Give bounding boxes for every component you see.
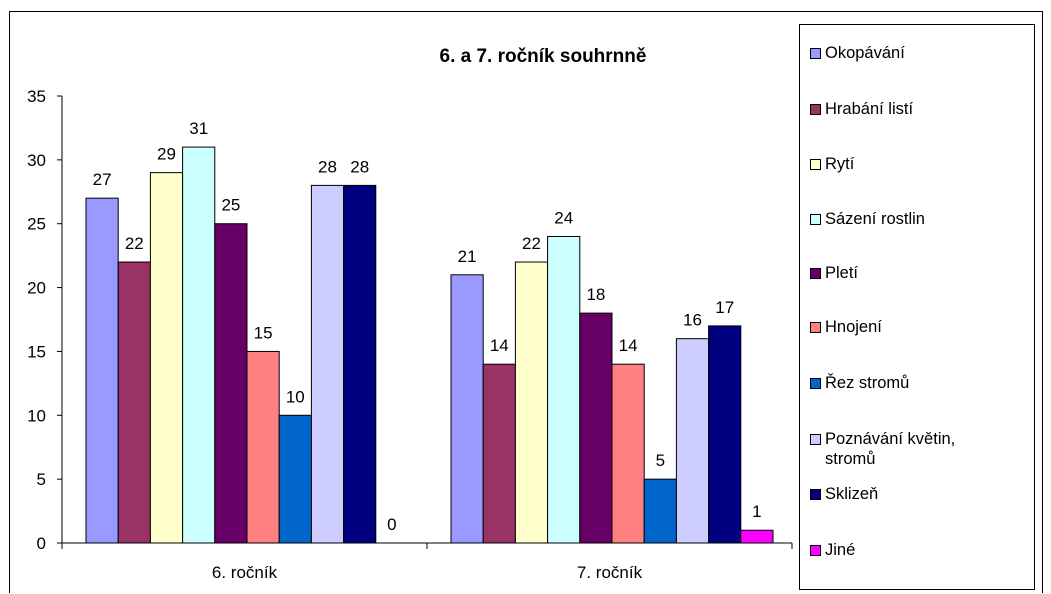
- y-tick-label: 15: [27, 342, 46, 361]
- bar: [182, 146, 216, 544]
- legend-label: Pletí: [825, 264, 859, 282]
- bar: [579, 312, 613, 544]
- data-label: 1: [752, 502, 761, 521]
- data-label: 25: [221, 196, 240, 215]
- data-label: 22: [125, 234, 144, 253]
- legend-label: Řez stromů: [825, 374, 910, 392]
- bar: [611, 363, 645, 544]
- data-label: 27: [93, 170, 112, 189]
- bar: [514, 261, 549, 544]
- legend-swatch: [810, 214, 821, 225]
- data-label: 18: [586, 285, 605, 304]
- data-label: 28: [318, 157, 337, 176]
- legend-swatch: [810, 104, 821, 115]
- legend-swatch: [810, 489, 821, 500]
- bar: [278, 414, 312, 544]
- bar: [708, 325, 742, 544]
- data-label: 22: [522, 234, 541, 253]
- data-label: 17: [715, 298, 734, 317]
- chart-legend: Okopávání Hrabání listí Rytí Sázení rostlin…: [799, 24, 1035, 590]
- bar: [482, 363, 516, 544]
- data-label: 14: [619, 336, 638, 355]
- bar: [343, 184, 377, 544]
- y-tick-label: 30: [27, 151, 46, 170]
- chart-frame: [9, 11, 1043, 593]
- data-label: 0: [387, 515, 396, 534]
- legend-swatch: [810, 322, 821, 333]
- data-label: 10: [286, 387, 305, 406]
- y-tick-label: 0: [37, 534, 46, 553]
- legend-label: Rytí: [825, 155, 855, 173]
- legend-label: Okopávání: [825, 44, 905, 62]
- data-label: 24: [554, 208, 573, 227]
- bar: [149, 172, 184, 544]
- legend-label: Hrabání listí: [825, 100, 914, 118]
- x-tick-label: 7. ročník: [577, 563, 643, 582]
- data-label: 14: [490, 336, 509, 355]
- legend-label: Jiné: [825, 541, 856, 559]
- bar-chart: 6. a 7. ročník souhrnně 051015202530356.…: [27, 46, 793, 582]
- y-tick-label: 10: [27, 406, 46, 425]
- legend-swatch: [810, 434, 821, 445]
- bar: [450, 274, 484, 544]
- bar: [117, 261, 151, 544]
- bar: [214, 223, 248, 544]
- legend-swatch: [810, 159, 821, 170]
- chart-title: 6. a 7. ročník souhrnně: [440, 46, 647, 67]
- data-label: 29: [157, 145, 176, 164]
- bar: [675, 338, 710, 544]
- y-tick-label: 5: [37, 470, 46, 489]
- y-tick-label: 25: [27, 215, 46, 234]
- legend-swatch: [810, 268, 821, 279]
- legend-label: Sklizeň: [825, 485, 879, 503]
- data-label: 16: [683, 311, 702, 330]
- legend-swatch: [810, 545, 821, 556]
- bar: [547, 235, 581, 544]
- data-label: 21: [458, 247, 477, 266]
- y-tick-label: 35: [27, 87, 46, 106]
- legend-swatch: [810, 48, 821, 59]
- bar: [85, 197, 119, 544]
- bar: [246, 350, 280, 544]
- data-label: 28: [350, 157, 369, 176]
- data-label: 15: [254, 323, 273, 342]
- legend-swatch: [810, 378, 821, 389]
- data-label: 31: [189, 119, 208, 138]
- bar: [740, 529, 774, 544]
- legend-label: Poznávání květin, stromů: [825, 430, 956, 468]
- legend-label: Hnojení: [825, 318, 882, 336]
- legend-label: Sázení rostlin: [825, 210, 925, 228]
- bar: [643, 478, 677, 544]
- bar: [310, 184, 345, 544]
- y-tick-label: 20: [27, 279, 46, 298]
- data-label: 5: [656, 451, 665, 470]
- x-tick-label: 6. ročník: [212, 563, 278, 582]
